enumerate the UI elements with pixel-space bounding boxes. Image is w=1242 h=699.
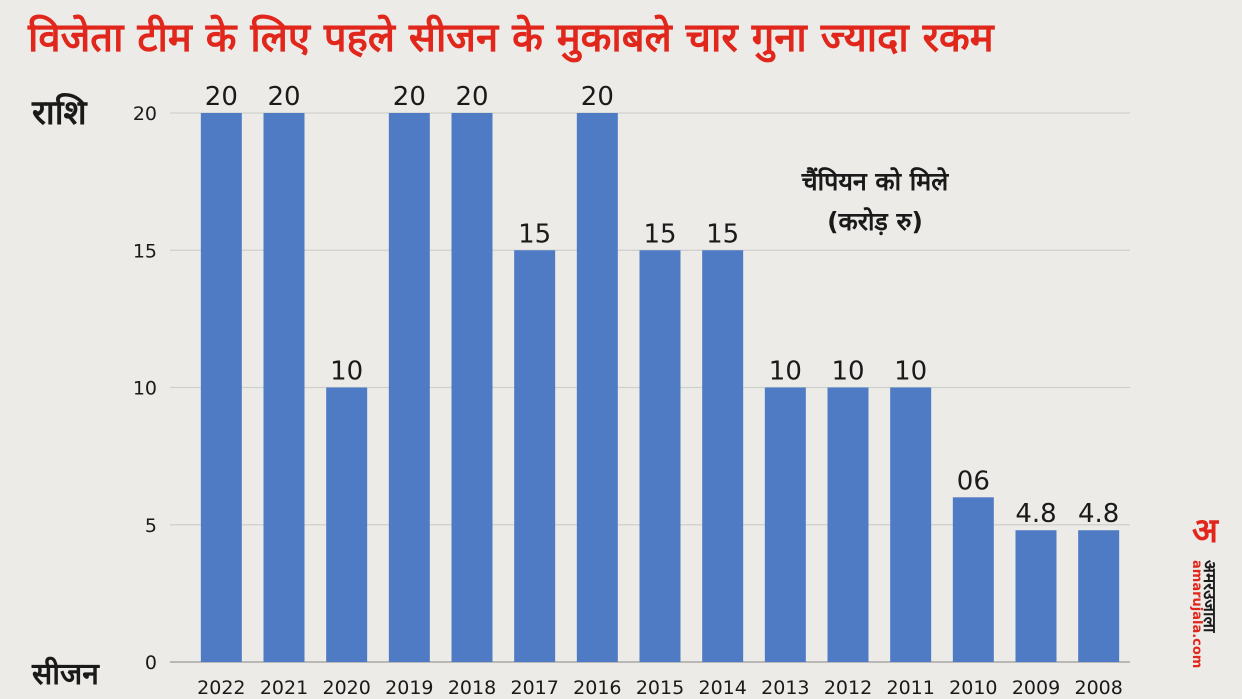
chart-title: विजेता टीम के लिए पहले सीजन के मुकाबले च… — [28, 15, 994, 61]
x-tick-label: 2022 — [197, 677, 245, 699]
x-tick-label: 2018 — [448, 677, 496, 699]
y-tick-label: 10 — [133, 378, 157, 400]
x-tick-label: 2017 — [510, 677, 558, 699]
bar — [514, 250, 556, 662]
bar — [388, 113, 430, 662]
bar-value-label: 15 — [518, 219, 551, 249]
bar — [200, 113, 242, 662]
bar-value-label: 20 — [455, 82, 488, 112]
bar — [1078, 530, 1120, 662]
bar-value-label: 15 — [643, 219, 676, 249]
x-tick-label: 2009 — [1012, 677, 1060, 699]
bar-value-label: 20 — [393, 82, 426, 112]
bar-value-label: 4.8 — [1078, 499, 1119, 529]
y-tick-label: 15 — [133, 240, 157, 262]
bar — [764, 387, 806, 662]
x-axis-label: सीजन — [32, 657, 99, 692]
x-tick-label: 2008 — [1074, 677, 1122, 699]
amarujala-logo: अ अमरउजाला amarujala.com — [1188, 510, 1242, 699]
y-tick-label: 20 — [133, 103, 157, 125]
bar — [702, 250, 744, 662]
bar-value-label: 20 — [267, 82, 300, 112]
bar — [451, 113, 493, 662]
bar-value-label: 20 — [205, 82, 238, 112]
x-tick-label: 2012 — [824, 677, 872, 699]
bar-value-label: 10 — [769, 357, 802, 387]
x-tick-label: 2019 — [385, 677, 433, 699]
bar — [827, 387, 869, 662]
x-tick-label: 2013 — [761, 677, 809, 699]
y-axis-label: राशि — [32, 93, 87, 133]
y-tick-label: 5 — [145, 515, 157, 537]
bar — [576, 113, 618, 662]
bar — [890, 387, 932, 662]
annotation-line-1: चैंपियन को मिले — [801, 167, 949, 196]
bar-value-label: 06 — [957, 466, 990, 496]
bar-value-label: 10 — [831, 357, 864, 387]
bar-value-label: 10 — [894, 357, 927, 387]
logo-site: amarujala.com — [1189, 560, 1204, 669]
unit-annotation: चैंपियन को मिले (करोड़ रु) — [760, 162, 990, 242]
bar — [263, 113, 305, 662]
bar — [952, 497, 994, 662]
bar-value-label: 4.8 — [1015, 499, 1056, 529]
logo-mark: अ — [1192, 511, 1218, 551]
x-tick-label: 2015 — [636, 677, 684, 699]
x-tick-label: 2011 — [886, 677, 934, 699]
x-tick-label: 2016 — [573, 677, 621, 699]
x-tick-label: 2010 — [949, 677, 997, 699]
annotation-line-2: (करोड़ रु) — [827, 207, 923, 236]
x-tick-label: 2020 — [322, 677, 370, 699]
bar — [639, 250, 681, 662]
y-tick-label: 0 — [145, 652, 157, 674]
bar — [1015, 530, 1057, 662]
bar — [326, 387, 368, 662]
bar-value-label: 15 — [706, 219, 739, 249]
bar-value-label: 20 — [581, 82, 614, 112]
bar-value-label: 10 — [330, 357, 363, 387]
x-tick-label: 2014 — [698, 677, 746, 699]
x-tick-label: 2021 — [260, 677, 308, 699]
